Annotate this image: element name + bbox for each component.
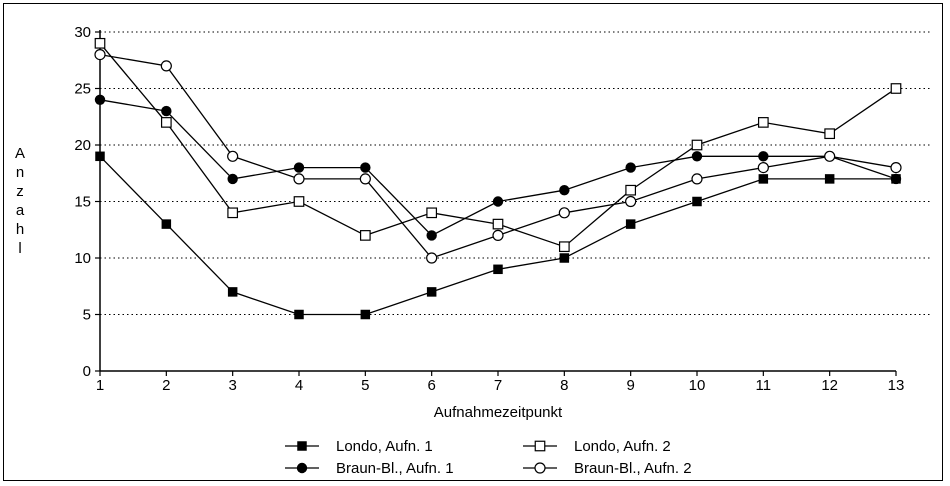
data-point	[824, 128, 836, 140]
data-point	[558, 207, 570, 219]
x-tick-label: 10	[689, 377, 706, 394]
data-point	[426, 287, 437, 297]
data-point	[493, 264, 503, 275]
data-point	[160, 60, 172, 72]
data-point	[227, 287, 238, 297]
x-tick-label: 12	[821, 377, 838, 394]
data-point	[625, 195, 637, 208]
x-tick-label: 7	[494, 377, 502, 394]
data-point	[94, 37, 106, 49]
legend-marker	[296, 462, 308, 474]
data-point	[558, 241, 570, 253]
data-point	[691, 173, 703, 185]
data-point	[227, 173, 238, 185]
data-point	[94, 94, 106, 106]
x-tick-label: 11	[756, 377, 772, 394]
data-point	[227, 207, 239, 219]
data-point	[757, 162, 769, 174]
y-tick-label: 30	[74, 24, 91, 41]
data-point	[426, 207, 438, 219]
data-point	[492, 229, 504, 241]
data-point	[160, 117, 172, 128]
data-point	[824, 150, 836, 162]
data-point	[95, 151, 105, 162]
y-axis-title-letter: A	[15, 145, 25, 162]
legend-label: Braun-Bl., Aufn. 2	[574, 460, 692, 477]
series-line	[99, 42, 897, 248]
data-point	[625, 184, 637, 196]
data-point	[691, 139, 703, 151]
legend-marker	[297, 441, 307, 451]
data-point	[625, 162, 636, 173]
data-point	[294, 309, 304, 320]
y-tick-label: 10	[74, 250, 91, 267]
data-point	[293, 196, 305, 207]
x-tick-label: 3	[228, 377, 236, 394]
data-point	[359, 230, 371, 241]
x-tick-label: 5	[361, 377, 369, 394]
legend-label: Londo, Aufn. 2	[574, 438, 671, 455]
data-point	[559, 185, 570, 196]
data-point	[691, 151, 703, 162]
data-point	[692, 196, 702, 207]
y-axis-title-letter: n	[16, 164, 24, 181]
x-axis-title: Aufnahmezeitpunkt	[434, 404, 563, 421]
y-tick-label: 15	[74, 194, 91, 211]
data-point	[890, 83, 902, 94]
data-point	[161, 219, 172, 229]
data-point	[824, 174, 835, 184]
x-tick-label: 13	[888, 377, 905, 394]
data-point	[758, 174, 769, 184]
x-tick-label: 1	[96, 377, 104, 394]
data-point	[890, 162, 902, 174]
legend-label: Braun-Bl., Aufn. 1	[336, 460, 454, 477]
x-tick-label: 6	[427, 377, 435, 394]
chart-frame	[3, 3, 943, 481]
x-tick-label: 4	[295, 377, 303, 394]
data-point	[890, 173, 902, 185]
data-point	[227, 150, 239, 162]
data-point	[426, 230, 437, 241]
y-axis-title-letter: h	[16, 221, 24, 238]
data-point	[758, 151, 769, 162]
legend-label: Londo, Aufn. 1	[336, 438, 433, 455]
y-axis-title-letter: l	[18, 240, 21, 257]
legend-marker	[534, 462, 546, 474]
y-axis-title-letter: a	[16, 202, 25, 219]
data-point	[559, 253, 570, 263]
data-point	[161, 105, 172, 117]
y-tick-label: 25	[74, 81, 91, 98]
x-tick-label: 8	[560, 377, 568, 394]
y-axis-title-letter: z	[16, 183, 24, 200]
y-tick-label: 0	[83, 363, 91, 380]
x-tick-label: 2	[162, 377, 170, 394]
data-point	[360, 162, 371, 173]
data-point	[426, 252, 438, 264]
x-tick-label: 9	[626, 377, 634, 394]
y-tick-label: 20	[74, 137, 91, 154]
data-point	[293, 173, 305, 185]
y-tick-label: 5	[83, 307, 91, 324]
data-point	[293, 162, 305, 173]
data-point	[757, 117, 769, 128]
data-point	[625, 219, 636, 229]
data-point	[492, 196, 504, 207]
data-point	[94, 48, 106, 61]
series-line	[99, 99, 897, 237]
legend-marker	[534, 440, 546, 452]
data-point	[492, 218, 504, 230]
data-point	[360, 309, 371, 320]
data-point	[359, 173, 371, 185]
